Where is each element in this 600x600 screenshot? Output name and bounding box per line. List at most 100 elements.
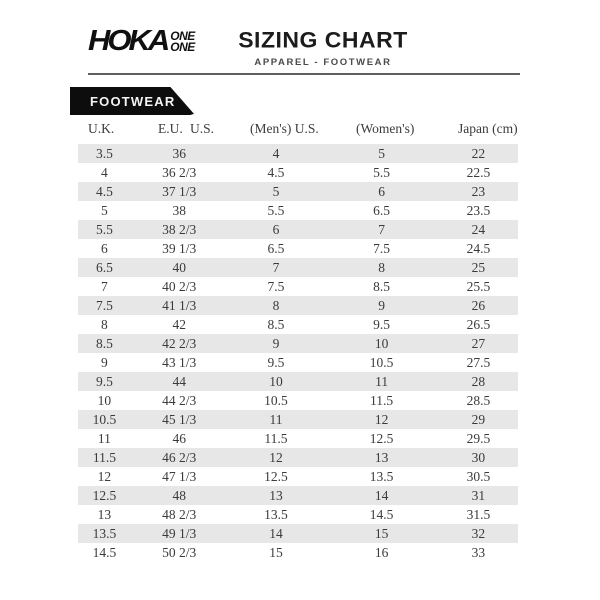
footwear-tab-label: FOOTWEAR <box>90 93 176 109</box>
table-cell: 25 <box>471 260 486 275</box>
table-cell: 24.5 <box>466 241 491 256</box>
column-header-japan-cm: Japan (cm) <box>458 121 518 136</box>
table-cell: 14.5 <box>369 507 394 522</box>
table-row: 7 40 2/3 7.5 8.5 25.5 <box>78 277 518 296</box>
header-divider <box>88 73 520 75</box>
table-cell: 9 <box>101 355 108 370</box>
table-cell: 6.5 <box>267 241 285 256</box>
table-row: 4.5 37 1/3 5 6 23 <box>78 182 518 201</box>
table-cell: 11.5 <box>370 393 394 408</box>
table-cell: 10.5 <box>92 412 117 427</box>
table-cell: 23 <box>471 184 486 199</box>
table-cell: 7 <box>272 260 280 275</box>
table-row: 12.5 48 13 14 31 <box>78 486 518 505</box>
table-cell: 6.5 <box>95 260 113 275</box>
table-cell: 24 <box>471 222 486 237</box>
footwear-section-tab: FOOTWEAR <box>70 87 194 115</box>
table-cell: 36 <box>172 146 186 161</box>
table-cell: 10.5 <box>369 355 394 370</box>
table-cell: 45 1/3 <box>162 412 197 427</box>
column-header-eu: E.U. <box>158 121 183 136</box>
table-cell: 41 1/3 <box>162 298 197 313</box>
table-cell: 27 <box>471 336 486 351</box>
table-cell: 8 <box>272 298 280 313</box>
table-cell: 30 <box>471 450 486 465</box>
table-cell: 32 <box>471 526 486 541</box>
table-cell: 7 <box>378 222 385 237</box>
table-cell: 12.5 <box>264 469 288 484</box>
table-cell: 8 <box>378 260 385 275</box>
table-cell: 5.5 <box>267 203 285 218</box>
logo-one-top: ONE <box>170 29 195 43</box>
table-cell: 13 <box>374 450 389 465</box>
table-cell: 46 <box>172 431 186 446</box>
column-header-uk: U.K. <box>88 121 115 136</box>
table-cell: 30.5 <box>466 469 491 484</box>
table-cell: 10 <box>374 336 389 351</box>
table-cell: 48 <box>172 488 186 503</box>
logo-one-bottom: ONE <box>170 39 195 54</box>
table-cell: 13 <box>269 488 283 503</box>
table-cell: 13 <box>97 507 112 522</box>
logo-one-one: ONE ONE <box>170 29 195 54</box>
table-row: 13.5 49 1/3 14 15 32 <box>78 524 518 543</box>
column-header-mens-us: (Men's) U.S. <box>250 121 319 136</box>
table-cell: 7 <box>101 279 108 294</box>
table-cell: 11.5 <box>264 431 288 446</box>
table-cell: 3.5 <box>95 146 113 161</box>
table-cell: 10 <box>269 374 283 389</box>
table-row: 14.5 50 2/3 15 16 33 <box>78 543 518 562</box>
table-cell: 10.5 <box>264 393 288 408</box>
page-title: SIZING CHART <box>238 27 408 53</box>
table-cell: 4.5 <box>95 184 113 199</box>
table-cell: 22 <box>471 146 486 161</box>
table-row: 7.5 41 1/3 8 9 26 <box>78 296 518 315</box>
table-cell: 27.5 <box>466 355 491 370</box>
table-body: 3.5 36 4 5 22 4 36 2/3 4.5 5.5 22.5 4.5 37 1/3 5 6 23 5… <box>78 144 518 562</box>
table-cell: 9 <box>378 298 385 313</box>
table-cell: 28 <box>471 374 486 389</box>
table-cell: 5 <box>101 203 108 218</box>
table-cell: 11 <box>97 431 111 446</box>
table-cell: 6 <box>272 222 280 237</box>
table-cell: 13.5 <box>92 526 117 541</box>
column-header-us: U.S. <box>190 121 215 136</box>
table-cell: 33 <box>471 545 486 560</box>
table-cell: 47 1/3 <box>162 469 197 484</box>
table-cell: 5 <box>378 146 385 161</box>
table-cell: 46 2/3 <box>162 450 197 465</box>
table-cell: 4.5 <box>267 165 285 180</box>
table-cell: 4 <box>101 165 108 180</box>
column-header-womens: (Women's) <box>356 121 415 136</box>
table-cell: 9.5 <box>95 374 113 389</box>
table-cell: 6.5 <box>373 203 391 218</box>
table-cell: 37 1/3 <box>162 184 197 199</box>
table-cell: 7.5 <box>373 241 391 256</box>
table-cell: 49 1/3 <box>162 526 197 541</box>
table-row: 4 36 2/3 4.5 5.5 22.5 <box>78 163 518 182</box>
table-cell: 8.5 <box>95 336 113 351</box>
table-cell: 39 1/3 <box>162 241 197 256</box>
table-row: 3.5 36 4 5 22 <box>78 144 518 163</box>
hoka-logo: HOKA ONE ONE <box>88 26 195 56</box>
table-row: 10.5 45 1/3 11 12 29 <box>78 410 518 429</box>
table-cell: 25.5 <box>466 279 491 294</box>
table-cell: 5.5 <box>373 165 391 180</box>
table-row: 5 38 5.5 6.5 23.5 <box>78 201 518 220</box>
table-cell: 29 <box>471 412 486 427</box>
table-cell: 31.5 <box>466 507 491 522</box>
masthead: HOKA ONE ONE SIZING CHART APPAREL - FOOT… <box>0 0 600 75</box>
table-cell: 12 <box>374 412 389 427</box>
table-cell: 9 <box>272 336 280 351</box>
table-cell: 14 <box>374 488 389 503</box>
table-row: 6 39 1/3 6.5 7.5 24.5 <box>78 239 518 258</box>
table-row: 12 47 1/3 12.5 13.5 30.5 <box>78 467 518 486</box>
table-cell: 29.5 <box>466 431 491 446</box>
table-cell: 14.5 <box>92 545 117 560</box>
table-cell: 23.5 <box>466 203 491 218</box>
logo-wordmark: HOKA <box>88 24 170 57</box>
table-cell: 4 <box>272 146 280 161</box>
table-cell: 42 2/3 <box>162 336 197 351</box>
page-subtitle: APPAREL - FOOTWEAR <box>254 57 392 68</box>
